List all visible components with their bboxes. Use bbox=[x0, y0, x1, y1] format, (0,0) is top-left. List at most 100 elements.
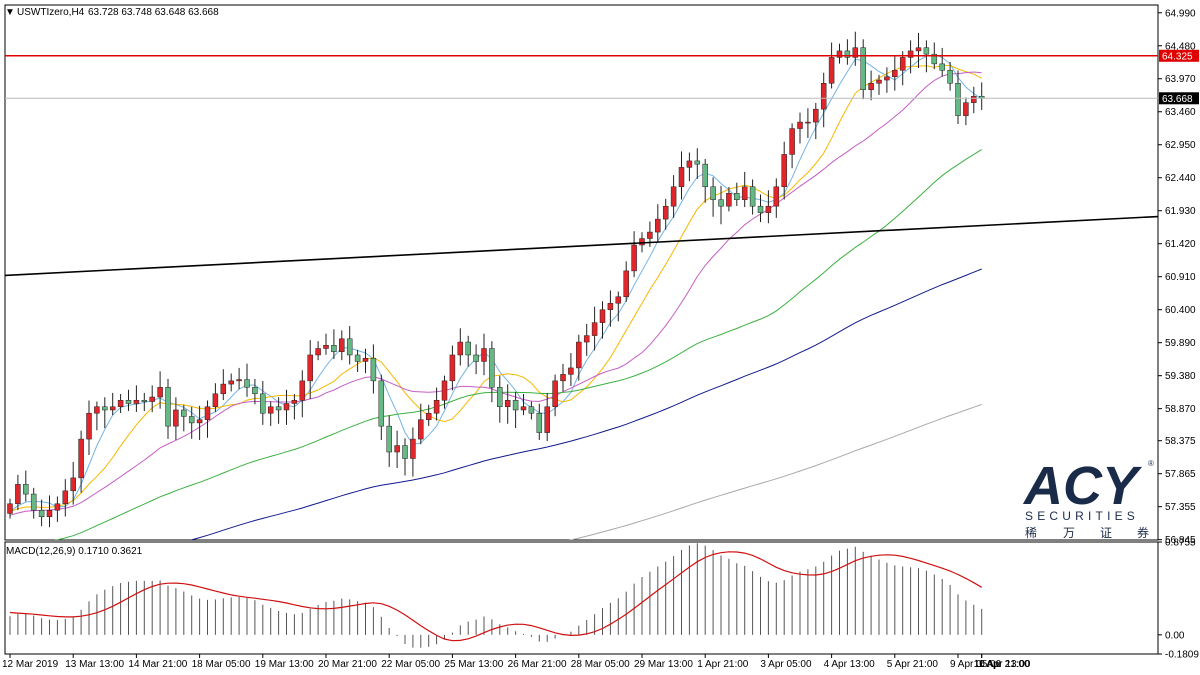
candle-body bbox=[23, 484, 29, 495]
x-tick-label: 12 Mar 2019 bbox=[2, 659, 59, 670]
candle-body bbox=[568, 367, 574, 375]
candle-body bbox=[457, 341, 464, 356]
candle-body bbox=[639, 238, 645, 246]
candle-body bbox=[283, 403, 290, 411]
candle bbox=[560, 363, 566, 392]
x-tick-label: 29 Mar 13:00 bbox=[634, 659, 693, 670]
candle-body bbox=[188, 416, 195, 424]
price-label-box: 64.325 bbox=[1159, 49, 1199, 62]
candle bbox=[797, 112, 803, 144]
candle bbox=[544, 392, 550, 442]
candle-body bbox=[244, 379, 250, 388]
candle-body bbox=[686, 160, 693, 168]
candle bbox=[220, 369, 227, 401]
candle bbox=[125, 389, 132, 411]
candle bbox=[94, 401, 100, 431]
candle bbox=[228, 373, 234, 392]
candle-body bbox=[544, 406, 550, 433]
candle-body bbox=[836, 50, 843, 58]
candle-body bbox=[963, 102, 969, 116]
candle-body bbox=[892, 70, 898, 78]
candle-body bbox=[813, 108, 819, 123]
candle bbox=[939, 47, 945, 77]
candle-body bbox=[781, 154, 787, 188]
candle bbox=[86, 400, 92, 456]
candle bbox=[481, 333, 487, 376]
candle-body bbox=[346, 338, 353, 356]
candle-body bbox=[149, 396, 155, 402]
candle-body bbox=[410, 438, 416, 459]
candle bbox=[512, 391, 519, 429]
acy-logo: ACY ® SECURITIES 稀 万 证 券 bbox=[1022, 456, 1154, 540]
candle-body bbox=[204, 406, 211, 420]
x-tick-label: 13 Mar 13:00 bbox=[65, 659, 124, 670]
candle-body bbox=[947, 70, 953, 84]
candle-body bbox=[615, 296, 622, 304]
candle bbox=[339, 330, 345, 361]
macd-tick-label: 0.00 bbox=[1165, 630, 1185, 641]
candle bbox=[789, 123, 795, 169]
candle bbox=[433, 387, 440, 421]
candle-body bbox=[323, 345, 329, 349]
price-tick-label: 62.950 bbox=[1165, 140, 1196, 151]
candle-body bbox=[741, 186, 748, 200]
candle-body bbox=[339, 338, 345, 352]
candle-body bbox=[805, 121, 811, 124]
candle-body bbox=[331, 345, 337, 352]
candle-body bbox=[315, 348, 321, 356]
candle bbox=[773, 178, 780, 218]
candle-body bbox=[765, 205, 772, 213]
candle-body bbox=[560, 374, 566, 382]
candle bbox=[710, 177, 716, 217]
candle-body bbox=[599, 309, 606, 323]
x-tick-label: 1 Apr 21:00 bbox=[697, 659, 749, 670]
candle bbox=[694, 148, 701, 180]
candle-body bbox=[907, 50, 914, 58]
price-tick-label: 56.845 bbox=[1165, 535, 1196, 546]
price-tick-label: 63.970 bbox=[1165, 74, 1196, 85]
candle bbox=[907, 40, 914, 74]
candle bbox=[726, 186, 732, 212]
candle-body bbox=[497, 387, 503, 407]
candle bbox=[757, 194, 764, 223]
price-tick-label: 59.380 bbox=[1165, 371, 1196, 382]
candle-body bbox=[38, 509, 45, 517]
candle bbox=[149, 385, 155, 413]
ma-5-line bbox=[9, 54, 982, 512]
candle-body bbox=[828, 57, 835, 84]
collapse-toggle-icon[interactable]: ▼ bbox=[5, 7, 15, 18]
candle bbox=[117, 394, 124, 413]
logo-securities: SECURITIES bbox=[1025, 509, 1139, 523]
x-tick-label: 14 Mar 21:00 bbox=[128, 659, 187, 670]
candle-body bbox=[844, 50, 851, 58]
candle bbox=[702, 158, 708, 203]
candle-body bbox=[54, 503, 61, 511]
candle bbox=[260, 381, 266, 425]
candle bbox=[749, 179, 756, 215]
x-tick-label: 9 Apr 05:00 bbox=[950, 659, 1002, 670]
candle bbox=[354, 349, 361, 373]
candle bbox=[899, 51, 906, 86]
trendline bbox=[4, 215, 1159, 277]
candle bbox=[615, 291, 622, 322]
candle-body bbox=[260, 393, 266, 414]
candle-body bbox=[757, 205, 764, 213]
candle-body bbox=[133, 400, 140, 404]
price-label-text: 63.668 bbox=[1162, 94, 1193, 105]
candle-body bbox=[299, 380, 306, 401]
candle bbox=[188, 406, 195, 439]
candle bbox=[670, 175, 677, 218]
candle-body bbox=[418, 419, 424, 440]
price-label-text: 64.325 bbox=[1162, 51, 1193, 62]
macd-tick-label: -0.1809 bbox=[1165, 650, 1199, 661]
candle bbox=[828, 42, 835, 89]
candle-body bbox=[971, 95, 977, 103]
candle-body bbox=[583, 335, 590, 343]
candle-body bbox=[196, 419, 203, 424]
candle bbox=[386, 415, 392, 467]
candle bbox=[141, 392, 148, 412]
candle bbox=[457, 328, 464, 366]
candle bbox=[30, 487, 37, 519]
candle bbox=[820, 72, 827, 128]
